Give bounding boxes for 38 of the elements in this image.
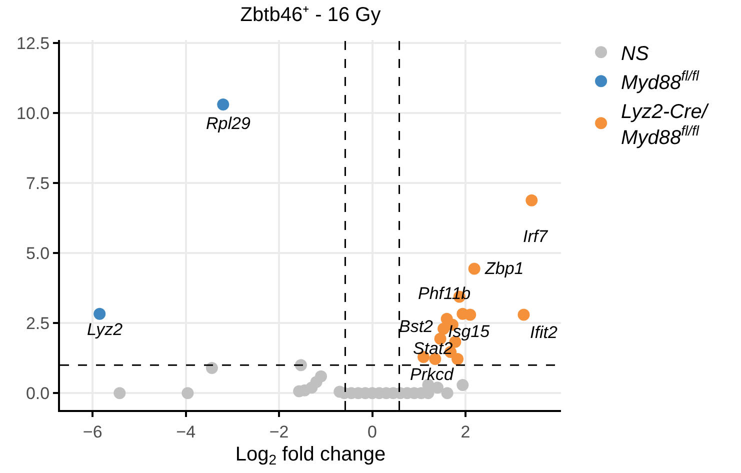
y-tick-label: 12.5 <box>16 34 50 53</box>
annotation: Lyz2 <box>87 320 124 339</box>
point <box>518 308 530 321</box>
annotation: Phf11b <box>418 284 471 303</box>
legend-label: NS <box>621 42 650 65</box>
x-tick-label: −4 <box>176 422 196 442</box>
point <box>206 362 218 374</box>
x-axis-title: Log$_{2}$ fold change <box>235 443 386 468</box>
point <box>526 194 538 206</box>
point <box>94 308 106 320</box>
point <box>314 370 327 382</box>
point <box>182 387 194 400</box>
annotation: Isg15 <box>448 322 490 341</box>
annotation: Bst2 <box>399 317 434 336</box>
x-tick-label: 2 <box>460 422 470 442</box>
y-tick-label: 7.5 <box>26 174 50 193</box>
y-tick-label: 0.0 <box>26 384 50 404</box>
annotation: Rpl29 <box>206 114 251 133</box>
annotation: Prkcd <box>410 365 454 384</box>
x-tick-label: −6 <box>82 422 102 442</box>
annotation: Irf7 <box>523 227 548 246</box>
x-tick-label: 0 <box>368 422 377 442</box>
y-tick-label: 5.0 <box>26 244 50 263</box>
x-tick-label: −2 <box>269 422 289 442</box>
point <box>464 308 476 321</box>
point <box>441 387 454 400</box>
y-tick-label: 10.0 <box>16 104 50 123</box>
annotation: Ifit2 <box>530 323 558 342</box>
chart-title: Zbtb46⁺ - 16 Gy <box>240 4 381 26</box>
point <box>456 379 469 392</box>
legend-label: Myd88$^{fl/fl}$ <box>621 68 700 94</box>
annotation: Zbp1 <box>484 259 524 278</box>
point <box>468 262 480 275</box>
legend-label: Lyz2-Cre/ Myd88$^{fl/fl}$ <box>621 100 710 149</box>
point <box>452 352 464 365</box>
point <box>114 387 126 400</box>
point <box>217 98 230 110</box>
y-tick-label: 2.5 <box>26 314 50 334</box>
